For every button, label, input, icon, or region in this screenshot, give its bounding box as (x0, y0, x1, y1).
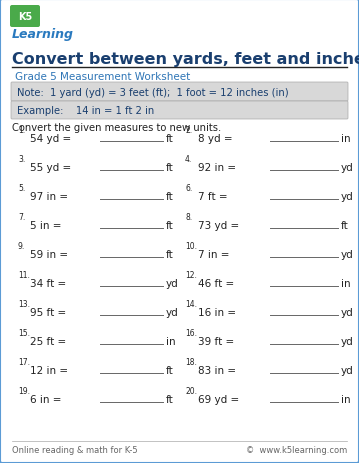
Text: 11.: 11. (18, 270, 30, 279)
Text: Grade 5 Measurement Worksheet: Grade 5 Measurement Worksheet (15, 72, 190, 82)
Text: Convert the given measures to new units.: Convert the given measures to new units. (12, 123, 221, 133)
Text: 5.: 5. (18, 184, 25, 193)
Text: yd: yd (341, 365, 354, 375)
Text: ft: ft (341, 220, 349, 231)
Text: 59 in =: 59 in = (30, 250, 68, 259)
Text: ft: ft (166, 220, 174, 231)
Text: 6.: 6. (185, 184, 192, 193)
Text: 14.: 14. (185, 300, 197, 308)
Text: 17.: 17. (18, 357, 30, 366)
Text: Convert between yards, feet and inches: Convert between yards, feet and inches (12, 52, 359, 67)
FancyBboxPatch shape (11, 83, 348, 102)
Text: 69 yd =: 69 yd = (198, 394, 239, 404)
Text: 92 in =: 92 in = (198, 163, 236, 173)
Text: 7 in =: 7 in = (198, 250, 229, 259)
Text: 18.: 18. (185, 357, 197, 366)
Text: 2.: 2. (185, 126, 192, 135)
Text: 20.: 20. (185, 386, 197, 395)
Text: 12.: 12. (185, 270, 197, 279)
Text: 12 in =: 12 in = (30, 365, 68, 375)
FancyBboxPatch shape (10, 6, 40, 28)
Text: ft: ft (166, 192, 174, 201)
Text: 9.: 9. (18, 242, 25, 250)
Text: K5: K5 (18, 12, 32, 22)
Text: Online reading & math for K-5: Online reading & math for K-5 (12, 445, 137, 454)
Text: 46 ft =: 46 ft = (198, 278, 234, 288)
Text: yd: yd (166, 278, 179, 288)
Text: 5 in =: 5 in = (30, 220, 61, 231)
Text: 7 ft =: 7 ft = (198, 192, 228, 201)
Text: in: in (341, 134, 351, 144)
Text: 4.: 4. (185, 155, 192, 163)
Text: in: in (341, 278, 351, 288)
Text: 1.: 1. (18, 126, 25, 135)
Text: 39 ft =: 39 ft = (198, 336, 234, 346)
Text: 8 yd =: 8 yd = (198, 134, 233, 144)
Text: 19.: 19. (18, 386, 30, 395)
Text: yd: yd (166, 307, 179, 317)
Text: ft: ft (166, 394, 174, 404)
Text: in: in (341, 394, 351, 404)
Text: 3.: 3. (18, 155, 25, 163)
Text: 8.: 8. (185, 213, 192, 221)
Text: 16 in =: 16 in = (198, 307, 236, 317)
Text: yd: yd (341, 250, 354, 259)
Text: 34 ft =: 34 ft = (30, 278, 66, 288)
Text: ft: ft (166, 134, 174, 144)
Text: 54 yd =: 54 yd = (30, 134, 71, 144)
Text: yd: yd (341, 192, 354, 201)
Text: 16.: 16. (185, 328, 197, 337)
Text: 10.: 10. (185, 242, 197, 250)
Text: 95 ft =: 95 ft = (30, 307, 66, 317)
Text: yd: yd (341, 307, 354, 317)
Text: ft: ft (166, 163, 174, 173)
Text: ©  www.k5learning.com: © www.k5learning.com (246, 445, 347, 454)
Text: 83 in =: 83 in = (198, 365, 236, 375)
Text: ft: ft (166, 365, 174, 375)
Text: ft: ft (166, 250, 174, 259)
Text: yd: yd (341, 163, 354, 173)
Text: Note:  1 yard (yd) = 3 feet (ft);  1 foot = 12 inches (in): Note: 1 yard (yd) = 3 feet (ft); 1 foot … (17, 88, 289, 97)
FancyBboxPatch shape (11, 102, 348, 120)
Text: Example:    14 in = 1 ft 2 in: Example: 14 in = 1 ft 2 in (17, 106, 154, 116)
Text: 97 in =: 97 in = (30, 192, 68, 201)
Text: 15.: 15. (18, 328, 30, 337)
Text: 6 in =: 6 in = (30, 394, 61, 404)
Text: in: in (166, 336, 176, 346)
Text: 13.: 13. (18, 300, 30, 308)
Text: 7.: 7. (18, 213, 25, 221)
Text: yd: yd (341, 336, 354, 346)
Text: 25 ft =: 25 ft = (30, 336, 66, 346)
Text: 73 yd =: 73 yd = (198, 220, 239, 231)
Text: 55 yd =: 55 yd = (30, 163, 71, 173)
Text: Learning: Learning (12, 28, 74, 41)
